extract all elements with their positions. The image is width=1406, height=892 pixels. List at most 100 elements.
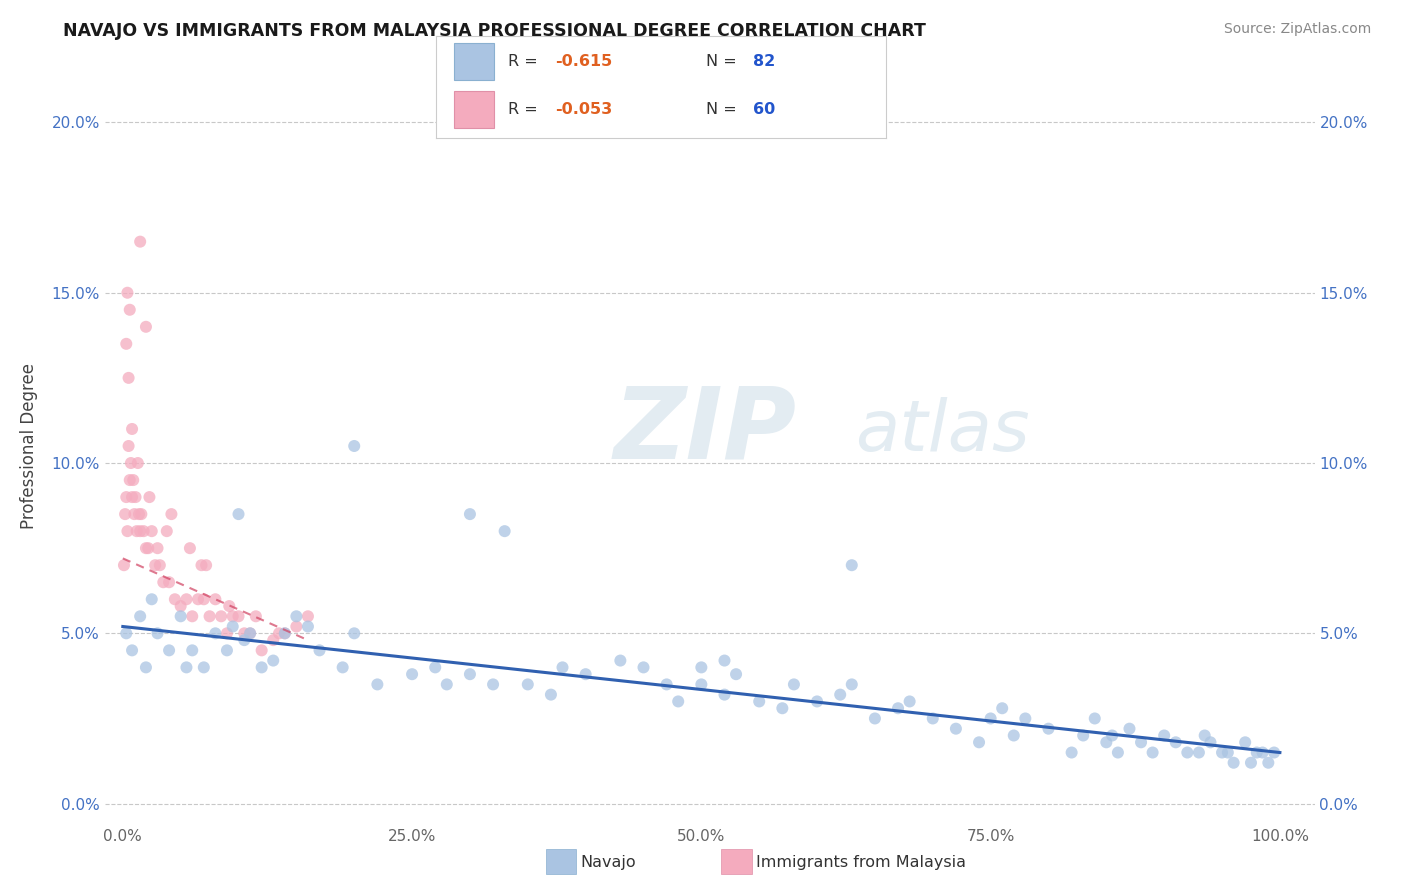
Point <box>179 541 201 556</box>
Point <box>156 524 179 538</box>
Text: Navajo: Navajo <box>581 855 637 870</box>
Text: -0.615: -0.615 <box>555 54 613 69</box>
Point <box>157 575 180 590</box>
Point <box>169 609 191 624</box>
Point <box>830 688 852 702</box>
Point <box>112 558 135 573</box>
Point <box>482 677 505 691</box>
Point <box>181 643 204 657</box>
Point <box>863 711 886 725</box>
Point <box>176 592 198 607</box>
Point <box>332 660 354 674</box>
Point <box>124 490 146 504</box>
Point <box>193 660 215 674</box>
Point <box>127 456 149 470</box>
Text: Immigrants from Malaysia: Immigrants from Malaysia <box>756 855 966 870</box>
Point <box>1257 756 1279 770</box>
Point <box>233 633 256 648</box>
Point <box>783 677 806 691</box>
Point <box>198 609 221 624</box>
Point <box>222 619 245 633</box>
Point <box>146 626 169 640</box>
Point <box>128 507 150 521</box>
Point <box>1095 735 1118 749</box>
Point <box>690 660 713 674</box>
Point <box>1234 735 1257 749</box>
Point <box>118 302 141 317</box>
Point <box>1101 729 1123 743</box>
Text: 60: 60 <box>754 102 775 117</box>
Point <box>1118 722 1140 736</box>
Point <box>121 643 143 657</box>
Point <box>1164 735 1187 749</box>
Point <box>187 592 209 607</box>
Point <box>494 524 516 538</box>
Point <box>609 654 631 668</box>
Point <box>458 667 481 681</box>
Y-axis label: Professional Degree: Professional Degree <box>20 363 38 529</box>
Point <box>250 643 273 657</box>
Point <box>1263 746 1285 760</box>
Point <box>228 609 250 624</box>
Point <box>1153 729 1175 743</box>
Point <box>343 439 366 453</box>
Point <box>725 667 748 681</box>
Point <box>887 701 910 715</box>
Point <box>748 694 770 708</box>
Text: ZIP: ZIP <box>613 383 796 480</box>
Point <box>215 626 238 640</box>
Point <box>121 422 143 436</box>
Point <box>841 677 863 691</box>
Point <box>146 541 169 556</box>
Point <box>1211 746 1233 760</box>
Point <box>141 524 163 538</box>
Point <box>239 626 262 640</box>
Point <box>436 677 458 691</box>
Point <box>141 592 163 607</box>
Point <box>991 701 1014 715</box>
Point <box>135 660 157 674</box>
Point <box>157 643 180 657</box>
Point <box>118 473 141 487</box>
Text: 82: 82 <box>754 54 775 69</box>
Point <box>308 643 330 657</box>
Point <box>274 626 297 640</box>
Point <box>195 558 218 573</box>
Text: R =: R = <box>508 54 543 69</box>
Point <box>121 490 143 504</box>
Point <box>122 473 145 487</box>
Point <box>204 626 226 640</box>
Point <box>551 660 574 674</box>
Point <box>120 456 142 470</box>
Point <box>1251 746 1274 760</box>
Point <box>135 541 157 556</box>
Point <box>921 711 943 725</box>
Point <box>1199 735 1222 749</box>
Point <box>425 660 447 674</box>
Point <box>1060 746 1083 760</box>
Point <box>1130 735 1153 749</box>
Point <box>250 660 273 674</box>
Point <box>1038 722 1060 736</box>
Point <box>1240 756 1263 770</box>
Point <box>209 609 232 624</box>
Point <box>285 619 308 633</box>
Point <box>980 711 1002 725</box>
Point <box>1084 711 1107 725</box>
Point <box>516 677 538 691</box>
Point <box>841 558 863 573</box>
Text: NAVAJO VS IMMIGRANTS FROM MALAYSIA PROFESSIONAL DEGREE CORRELATION CHART: NAVAJO VS IMMIGRANTS FROM MALAYSIA PROFE… <box>63 22 927 40</box>
Point <box>125 524 148 538</box>
Point <box>169 599 191 613</box>
Point <box>690 677 713 691</box>
Point <box>193 592 215 607</box>
Point <box>114 507 136 521</box>
Point <box>143 558 166 573</box>
Point <box>115 490 138 504</box>
Point <box>149 558 172 573</box>
Text: N =: N = <box>706 54 742 69</box>
Point <box>945 722 967 736</box>
Point <box>343 626 366 640</box>
Point <box>239 626 262 640</box>
Point <box>228 507 250 521</box>
